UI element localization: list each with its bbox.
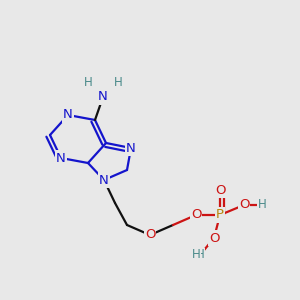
Text: H: H <box>192 248 200 262</box>
Text: O: O <box>209 232 219 244</box>
Text: O: O <box>191 208 201 221</box>
Text: N: N <box>99 173 109 187</box>
Text: H: H <box>196 248 204 262</box>
Text: O: O <box>215 184 225 196</box>
Text: H: H <box>114 76 122 88</box>
Text: O: O <box>239 199 249 212</box>
Text: N: N <box>63 109 73 122</box>
Text: H: H <box>258 199 266 212</box>
Text: O: O <box>145 229 155 242</box>
Text: H: H <box>84 76 92 88</box>
Text: N: N <box>126 142 136 154</box>
Text: N: N <box>98 91 108 103</box>
Text: P: P <box>216 208 224 221</box>
Text: N: N <box>56 152 66 164</box>
